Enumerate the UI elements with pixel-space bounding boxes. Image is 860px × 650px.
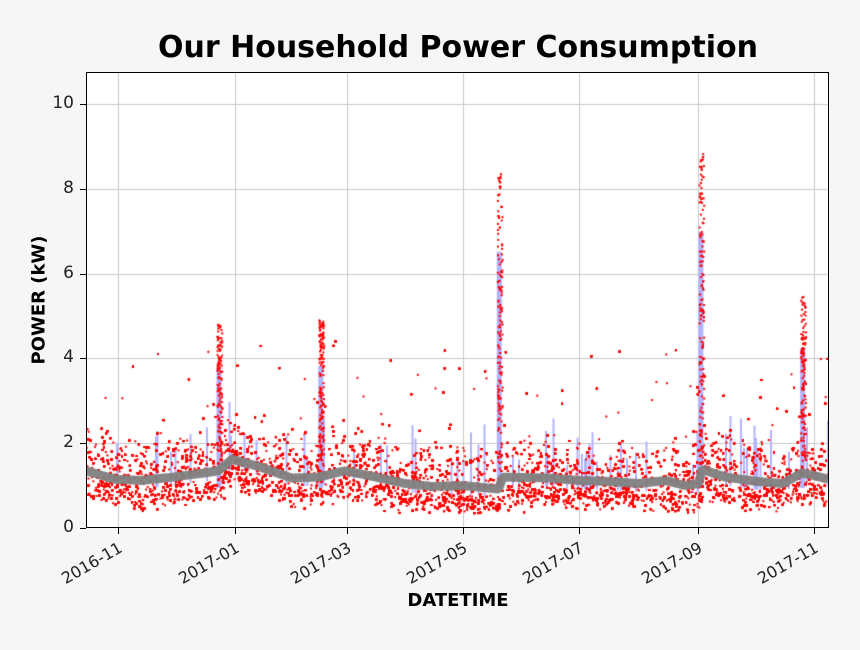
x-tick-mark (698, 528, 699, 534)
x-tick-label: 2017-09 (638, 538, 706, 588)
x-tick-mark (347, 528, 348, 534)
y-tick-mark (80, 443, 86, 445)
x-tick-mark (579, 528, 580, 534)
y-tick-label: 0 (63, 517, 74, 537)
y-tick-label: 2 (63, 432, 74, 453)
x-tick-label: 2017-01 (175, 538, 243, 588)
y-axis-label: POWER (kW) (28, 235, 50, 365)
y-tick-mark (80, 273, 86, 275)
x-tick-mark (463, 528, 464, 534)
scatter-canvas (87, 73, 828, 527)
y-tick-mark (80, 528, 86, 529)
x-tick-mark (235, 528, 236, 534)
x-tick-label: 2016-11 (58, 538, 126, 588)
x-tick-label: 2017-11 (754, 538, 822, 588)
x-tick-mark (118, 528, 119, 534)
x-tick-mark (814, 528, 815, 534)
y-tick-label: 4 (63, 347, 74, 368)
x-tick-label: 2017-03 (287, 538, 355, 588)
y-tick-label: 10 (52, 93, 74, 113)
x-tick-label: 2017-05 (403, 538, 471, 588)
x-tick-label: 2017-07 (519, 538, 587, 588)
y-tick-label: 8 (63, 177, 74, 198)
y-tick-mark (80, 104, 86, 105)
chart-title: Our Household Power Consumption (158, 30, 758, 65)
x-axis-label: DATETIME (407, 590, 509, 611)
y-tick-label: 6 (63, 262, 74, 283)
y-tick-mark (80, 188, 86, 190)
y-tick-mark (80, 358, 86, 360)
plot-area (86, 72, 829, 528)
